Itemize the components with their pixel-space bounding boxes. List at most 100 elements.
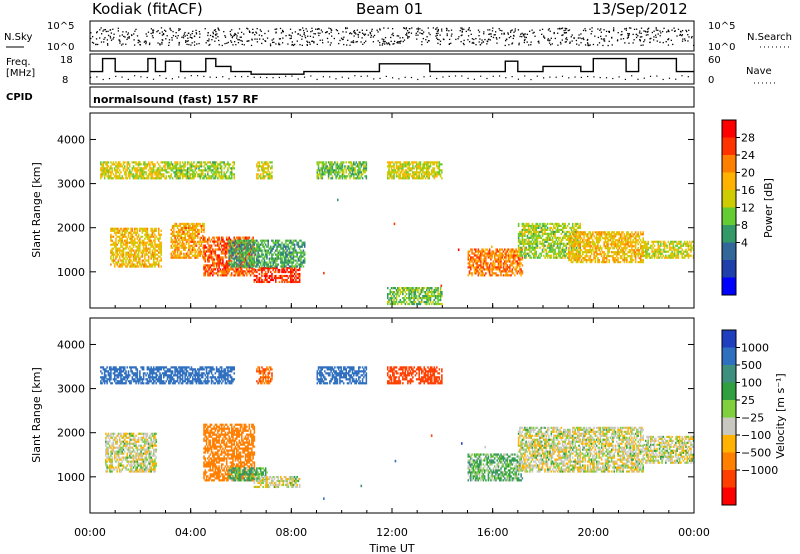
echo-cell <box>214 171 217 174</box>
echo-cell <box>488 272 491 275</box>
echo-cell <box>405 175 408 178</box>
echo-cell <box>208 254 210 257</box>
echo-cell <box>473 252 476 255</box>
noise-point <box>297 33 299 35</box>
echo-cell <box>276 266 278 270</box>
echo-cell <box>149 165 151 168</box>
echo-cell <box>512 262 515 265</box>
echo-cell <box>217 256 219 259</box>
echo-cell <box>170 175 173 178</box>
echo-cell <box>160 177 163 180</box>
noise-point <box>684 38 686 40</box>
noise-point <box>525 36 527 39</box>
echo-cell <box>180 232 183 235</box>
echo-cell <box>239 259 242 262</box>
noise-point <box>563 29 565 32</box>
echo-cell <box>251 265 253 268</box>
noise-point <box>408 31 410 34</box>
echo-cell <box>131 265 134 268</box>
echo-cell <box>135 257 137 260</box>
echo-cell <box>139 163 141 166</box>
echo-cell <box>183 246 185 249</box>
echo-cell <box>127 235 130 238</box>
echo-cell <box>102 169 105 172</box>
echo-cell <box>235 245 238 248</box>
echo-cell <box>339 167 341 170</box>
echo-cell <box>407 171 409 174</box>
noise-point <box>402 40 404 43</box>
echo-cell <box>257 251 259 254</box>
nave-point <box>171 78 173 80</box>
noise-point <box>460 34 462 37</box>
echo-cell <box>174 224 176 228</box>
echo-cell <box>227 240 229 243</box>
noise-point <box>479 43 482 46</box>
echo-cell <box>147 255 150 258</box>
echo-cell <box>239 253 242 256</box>
echo-cell <box>481 274 483 277</box>
noise-point <box>681 40 684 42</box>
echo-cell <box>223 240 225 243</box>
echo-cell <box>501 252 504 255</box>
echo-cell <box>210 250 213 253</box>
noise-point <box>530 41 532 43</box>
echo-cell <box>188 254 190 257</box>
noise-point <box>417 31 419 33</box>
echo-cell <box>183 242 185 245</box>
echo-cell <box>154 171 156 174</box>
echo-cell <box>117 247 120 250</box>
echo-cell <box>424 173 427 176</box>
noise-point <box>240 31 243 34</box>
noise-point <box>92 42 95 44</box>
echo-cell <box>268 251 271 254</box>
nave-point <box>392 77 394 79</box>
echo-cell <box>247 245 249 248</box>
echo-cell <box>116 263 118 266</box>
noise-point <box>311 40 314 42</box>
echo-cell <box>193 238 195 241</box>
echo-cell <box>389 171 392 174</box>
noise-point <box>679 33 682 36</box>
echo-cell <box>203 264 205 267</box>
noise-point <box>360 41 362 43</box>
echo-cell <box>351 163 354 166</box>
echo-cell <box>246 253 248 256</box>
noise-point <box>639 30 641 32</box>
echo-cell <box>327 173 330 176</box>
noise-point <box>128 36 130 38</box>
echo-cell <box>398 175 400 178</box>
echo-cell <box>118 229 121 232</box>
echo-cell <box>262 239 264 242</box>
noise-point <box>301 44 303 47</box>
echo-cell <box>291 278 293 282</box>
echo-cell <box>301 241 303 244</box>
echo-cell <box>225 250 228 253</box>
echo-cell <box>170 173 173 176</box>
noise-right-tick-top: 10^5 <box>708 21 735 32</box>
echo-cell <box>481 272 483 275</box>
echo-cell <box>217 260 219 263</box>
echo-cell <box>424 167 427 170</box>
echo-cell <box>412 163 414 166</box>
noise-point <box>249 31 251 33</box>
echo-cell <box>118 247 121 250</box>
echo-cell <box>496 268 498 271</box>
nave-point <box>643 77 645 79</box>
noise-point <box>393 42 395 45</box>
echo-cell <box>136 177 139 180</box>
echo-cell <box>271 247 273 250</box>
noise-point <box>289 28 292 30</box>
echo-cell <box>472 264 475 267</box>
noise-point <box>688 36 690 38</box>
echo-cell <box>414 165 417 168</box>
echo-cell <box>157 173 160 176</box>
echo-cell <box>116 235 118 238</box>
echo-cell <box>193 224 195 228</box>
freq-left-label-2: [MHz] <box>6 68 35 79</box>
echo-cell <box>390 169 393 172</box>
echo-cell <box>184 228 186 231</box>
noise-point <box>450 42 452 44</box>
echo-cell <box>228 251 230 254</box>
echo-cell <box>247 270 249 273</box>
echo-cell <box>184 226 186 230</box>
